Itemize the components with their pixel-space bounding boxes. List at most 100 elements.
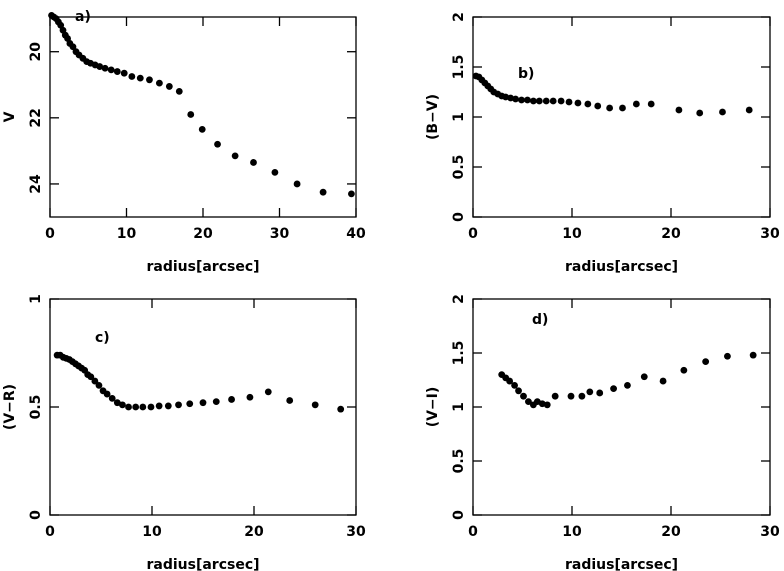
- data-point: [596, 389, 604, 397]
- x-axis-label: radius[arcsec]: [146, 557, 259, 571]
- y-tick-label: 0.5: [451, 155, 467, 180]
- y-tick-label: 1.5: [451, 55, 467, 80]
- data-point: [624, 382, 631, 389]
- data-point: [95, 382, 103, 389]
- data-point: [146, 76, 153, 84]
- data-point: [155, 79, 163, 87]
- data-point: [175, 401, 182, 409]
- y-tick-label: 1: [451, 402, 467, 412]
- data-point: [529, 97, 537, 105]
- y-axis-label: (V−I): [425, 387, 441, 428]
- x-tick-label: 20: [244, 524, 264, 540]
- data-point: [264, 388, 272, 396]
- data-point: [619, 104, 626, 112]
- data-point: [512, 95, 519, 103]
- data-point: [542, 97, 550, 105]
- y-tick-label: 1.5: [451, 341, 467, 366]
- data-point: [647, 100, 655, 108]
- y-tick-label: 1: [451, 112, 467, 122]
- data-point: [136, 74, 144, 82]
- panel-label: b): [518, 66, 534, 82]
- x-tick-label: 30: [346, 524, 366, 540]
- data-point: [212, 398, 220, 405]
- data-point: [199, 399, 207, 407]
- panel-label: a): [75, 9, 91, 25]
- data-point: [337, 405, 345, 413]
- data-point: [319, 188, 327, 196]
- data-point: [165, 83, 173, 90]
- data-point: [675, 106, 683, 114]
- data-point: [543, 401, 551, 409]
- y-tick-label: 2: [451, 294, 467, 304]
- data-point: [567, 392, 575, 400]
- data-point: [745, 106, 753, 114]
- data-point: [659, 377, 667, 385]
- data-point: [69, 43, 77, 51]
- data-point: [549, 97, 557, 105]
- data-point: [719, 108, 726, 116]
- y-tick-label: 0.5: [451, 449, 467, 474]
- data-point: [101, 64, 109, 72]
- data-point: [271, 168, 279, 176]
- panel-label: d): [532, 312, 548, 328]
- x-tick-label: 10: [562, 226, 582, 242]
- x-tick-label: 10: [562, 524, 582, 540]
- x-tick-label: 0: [468, 524, 478, 540]
- data-point: [574, 99, 582, 107]
- y-axis-label: V: [2, 111, 18, 122]
- y-tick-label: 0.5: [28, 395, 44, 420]
- data-point: [348, 190, 355, 198]
- data-point: [246, 393, 254, 401]
- data-point: [175, 87, 183, 95]
- data-point: [87, 373, 95, 381]
- y-tick-label: 24: [28, 174, 44, 194]
- data-point: [311, 401, 319, 409]
- data-point: [557, 97, 565, 105]
- x-tick-label: 30: [270, 226, 290, 242]
- x-axis-label: radius[arcsec]: [565, 557, 678, 571]
- plot-frame: [472, 16, 771, 218]
- y-tick-label: 1: [28, 294, 44, 304]
- data-point: [113, 399, 121, 407]
- data-point: [511, 382, 518, 389]
- data-point: [231, 152, 239, 160]
- y-tick-label: 22: [28, 108, 44, 127]
- data-point: [147, 403, 155, 411]
- data-point: [515, 387, 522, 395]
- data-point: [606, 104, 614, 112]
- data-point: [107, 66, 115, 74]
- x-tick-label: 30: [760, 524, 780, 540]
- x-tick-label: 20: [193, 226, 213, 242]
- y-tick-label: 0: [28, 510, 44, 520]
- x-tick-label: 10: [117, 226, 137, 242]
- data-point: [119, 401, 126, 409]
- data-point: [506, 377, 514, 385]
- data-point: [520, 392, 527, 400]
- y-tick-label: 20: [28, 42, 44, 62]
- y-tick-label: 0: [451, 510, 467, 520]
- data-point: [565, 98, 573, 106]
- data-point: [96, 63, 104, 70]
- data-point: [214, 140, 221, 148]
- data-point: [524, 96, 531, 104]
- data-point: [128, 73, 136, 80]
- plot-frame: [472, 298, 771, 516]
- x-axis-label: radius[arcsec]: [146, 259, 259, 275]
- x-tick-label: 0: [45, 524, 55, 540]
- data-point: [594, 102, 602, 110]
- x-tick-label: 0: [468, 226, 478, 242]
- data-point: [164, 402, 172, 410]
- x-tick-label: 40: [346, 226, 366, 242]
- data-point: [103, 390, 111, 398]
- data-point: [125, 403, 132, 411]
- data-point: [518, 96, 525, 104]
- plot-frame: [49, 16, 357, 218]
- data-point: [525, 398, 532, 405]
- data-point: [186, 400, 194, 408]
- x-tick-label: 20: [661, 524, 681, 540]
- y-axis-label: (B−V): [425, 94, 441, 140]
- data-point: [551, 392, 559, 400]
- x-axis-label: radius[arcsec]: [565, 259, 678, 275]
- data-point: [749, 351, 757, 359]
- data-point: [155, 402, 163, 410]
